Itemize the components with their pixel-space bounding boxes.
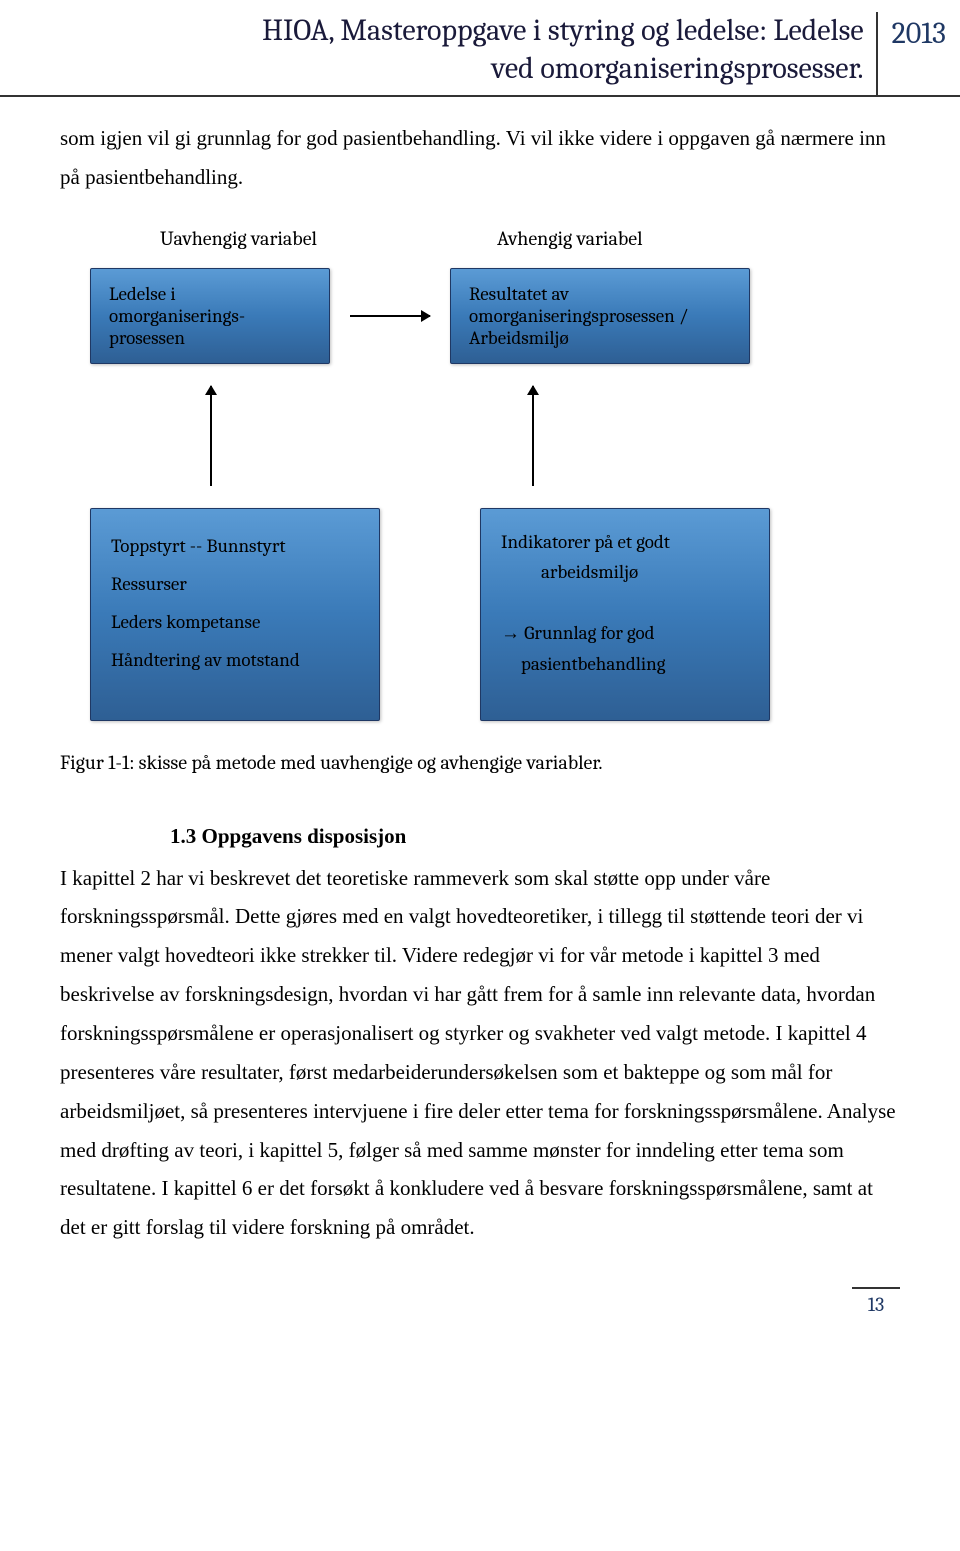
page-number: 13 [852,1287,900,1320]
variable-labels-row: Uavhengig variabel Avhengig variabel [90,227,900,250]
box-ledelse: Ledelse i omorganiserings-prosessen [90,268,330,364]
header-title-line1: HIOA, Masteroppgave i styring og ledelse… [262,13,864,48]
section-heading: 1.3 Oppgavens disposisjon [0,784,960,855]
uavhengig-label: Uavhengig variabel [160,227,317,250]
faktor-toppstyrt: Toppstyrt -- Bunnstyrt [111,535,286,557]
figure-caption: Figur 1-1: skisse på metode med uavhengi… [0,731,960,784]
header-year: 2013 [876,12,960,95]
faktor-kompetanse: Leders kompetanse [111,611,260,633]
variable-diagram: Uavhengig variabel Avhengig variabel Led… [0,207,960,731]
indikator-line1b: arbeidsmiljø [501,557,749,587]
arrow-up-right-icon [532,386,534,486]
page-footer: 13 [0,1257,960,1340]
intro-paragraph: som igjen vil gi grunnlag for god pasien… [0,97,960,207]
avhengig-label: Avhengig variabel [497,227,643,250]
box-faktorer: Toppstyrt -- Bunnstyrt Ressurser Leders … [90,508,380,721]
bottom-box-row: Toppstyrt -- Bunnstyrt Ressurser Leders … [90,508,900,721]
indikator-line2a: Grunnlag for god [520,622,655,644]
faktor-motstand: Håndtering av motstand [111,649,300,671]
faktor-ressurser: Ressurser [111,573,187,595]
arrow-right-icon [350,315,430,317]
page-header: HIOA, Masteroppgave i styring og ledelse… [0,0,960,97]
arrow-right-glyph-icon: → [501,623,520,644]
vertical-arrows-row [90,386,900,486]
top-box-row: Ledelse i omorganiserings-prosessen Resu… [90,268,900,364]
box-resultat: Resultatet av omorganiseringsprosessen /… [450,268,750,364]
box-indikatorer: Indikatorer på et godt arbeidsmiljø → Gr… [480,508,770,721]
arrow-up-left-icon [210,386,212,486]
header-title: HIOA, Masteroppgave i styring og ledelse… [0,12,876,95]
indikator-line1: Indikatorer på et godt [501,531,670,553]
indikator-line2b: pasientbehandling [501,649,749,679]
header-title-line2: ved omorganiseringsprosesser. [491,51,863,86]
body-paragraph: I kapittel 2 har vi beskrevet det teoret… [0,855,960,1257]
